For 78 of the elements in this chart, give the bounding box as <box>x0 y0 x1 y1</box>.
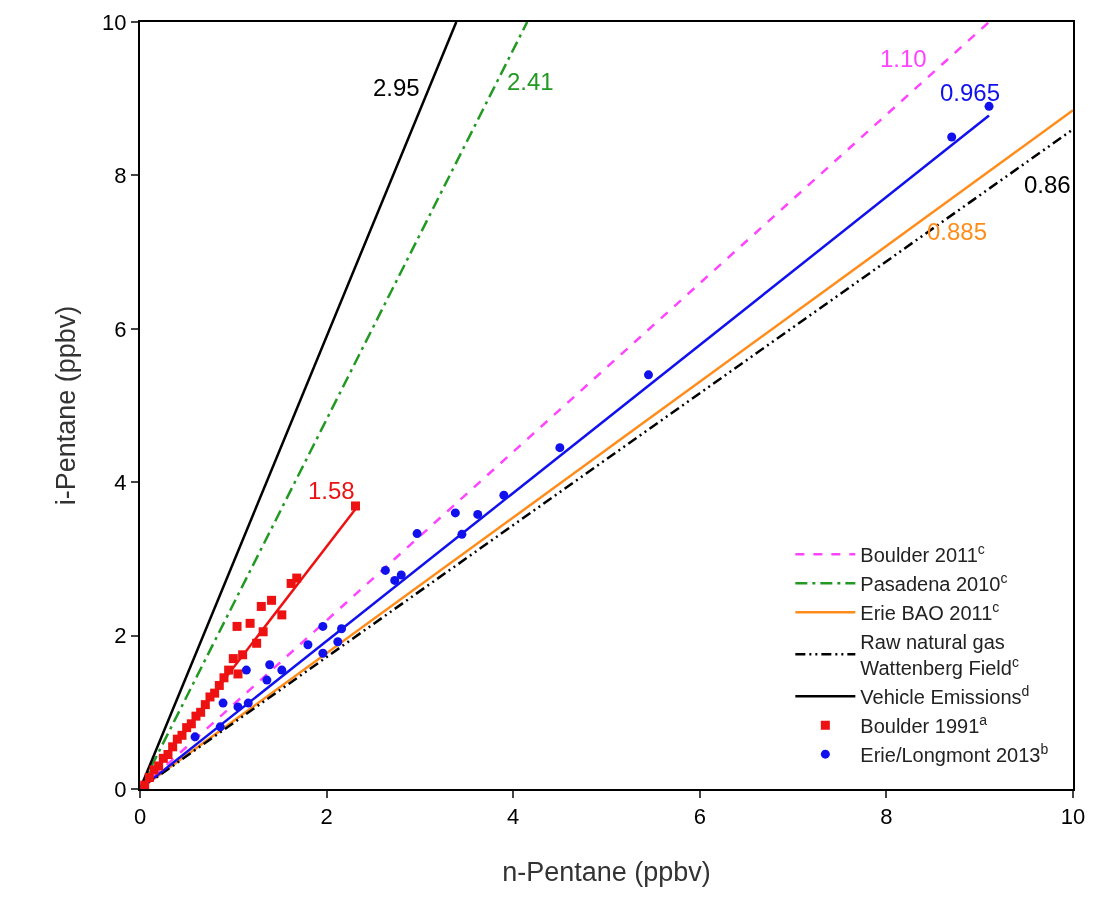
point <box>499 490 509 500</box>
point <box>555 443 565 453</box>
point <box>205 692 215 702</box>
point <box>258 627 268 637</box>
x-tick-label: 4 <box>507 804 520 830</box>
x-tick-label: 10 <box>1060 804 1086 830</box>
point <box>277 665 287 675</box>
y-tick-label: 8 <box>114 163 127 189</box>
point <box>256 601 266 611</box>
point <box>241 665 251 675</box>
legend-label: Erie BAO 2011$^{c}$ <box>860 598 1000 624</box>
point <box>224 665 234 675</box>
point <box>318 648 328 658</box>
y-axis-title: i-Pentane (ppbv) <box>51 305 81 506</box>
point <box>337 624 347 634</box>
point <box>218 698 228 708</box>
y-tick-label: 10 <box>102 9 127 35</box>
point <box>412 529 422 539</box>
point <box>303 640 313 650</box>
x-tick-label: 0 <box>133 804 147 830</box>
legend-label: Raw natural gas Wattenberg Field$^{c}$ <box>860 630 1019 679</box>
x-tick-label: 2 <box>320 804 333 830</box>
point <box>396 570 406 580</box>
point <box>182 723 192 733</box>
legend-label: Pasadena 2010$^{c}$ <box>860 569 1008 595</box>
point <box>245 618 255 628</box>
point <box>277 610 287 620</box>
point <box>172 734 182 744</box>
legend-label: Vehicle Emissions$^{d}$ <box>860 682 1030 708</box>
point <box>190 732 200 742</box>
point <box>158 753 168 763</box>
y-tick-label: 4 <box>114 469 127 495</box>
point <box>233 702 243 712</box>
point <box>390 575 400 585</box>
annotation: 0.86 <box>1024 171 1071 198</box>
point <box>200 700 210 710</box>
y-tick-label: 2 <box>114 623 127 649</box>
point <box>228 654 238 664</box>
point <box>267 595 277 605</box>
x-tick-label: 8 <box>880 804 893 830</box>
point <box>265 660 275 670</box>
point <box>984 101 994 111</box>
point <box>333 637 343 647</box>
legend-label: Boulder 2011$^{c}$ <box>860 540 985 566</box>
point <box>243 698 253 708</box>
annotation: 0.885 <box>927 218 988 245</box>
point <box>233 669 243 679</box>
point <box>140 780 150 789</box>
point <box>144 773 154 782</box>
point <box>252 638 262 648</box>
annotation: 2.41 <box>507 68 554 95</box>
point <box>450 508 460 518</box>
annotation: 0.965 <box>940 79 1001 106</box>
legend-label: Erie/Longmont 2013$^{b}$ <box>860 740 1049 766</box>
point <box>318 621 328 631</box>
point <box>232 621 242 631</box>
point <box>215 722 225 732</box>
y-tick-label: 0 <box>114 776 127 802</box>
point <box>168 742 178 752</box>
x-axis-title: n-Pentane (ppbv) <box>502 857 711 887</box>
point <box>214 680 224 690</box>
point <box>947 132 957 142</box>
x-tick-label: 6 <box>693 804 706 830</box>
point <box>457 529 467 539</box>
point <box>351 501 361 511</box>
point <box>380 565 390 575</box>
annotation: 2.95 <box>373 74 420 101</box>
point <box>238 650 248 660</box>
point <box>262 675 272 685</box>
legend-label: Boulder 1991$^{a}$ <box>860 711 988 737</box>
annotation: 1.58 <box>308 477 355 504</box>
point <box>643 370 653 380</box>
point <box>473 509 483 519</box>
point <box>149 765 159 775</box>
point <box>219 673 229 683</box>
annotation: 1.10 <box>880 45 927 72</box>
point <box>286 578 296 588</box>
y-tick-label: 6 <box>114 316 127 342</box>
